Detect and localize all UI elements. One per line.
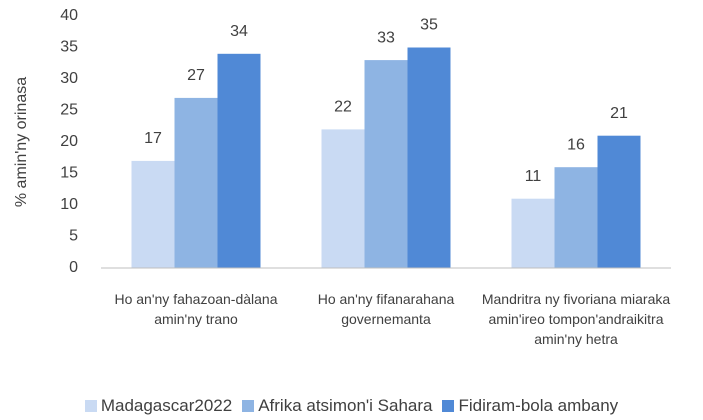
x-tick-label: Ho an'ny fifanarahana governemanta [317,291,455,327]
legend-item: Madagascar2022 [84,396,233,416]
bar [174,97,218,269]
data-label: 27 [187,67,205,84]
data-label: 33 [377,29,395,46]
y-tick-label: 30 [60,70,78,87]
bar [554,167,598,268]
bar [131,160,175,268]
y-tick-label: 25 [60,102,78,119]
legend-label: Afrika atsimon'i Sahara [258,396,433,415]
legend-item: Fidiram-bola ambany [442,396,618,416]
legend-swatch [242,400,255,412]
legend-label: Fidiram-bola ambany [458,396,619,415]
y-tick-label: 5 [69,228,78,245]
bar [511,198,555,268]
legend: Madagascar2022 Afrika atsimon'i Sahara Fid… [0,396,703,416]
legend-item: Afrika atsimon'i Sahara [242,396,432,416]
bar [217,53,261,268]
bar [407,47,451,268]
bar [321,129,365,268]
data-label: 35 [420,17,438,34]
data-label: 22 [334,99,352,116]
y-tick-label: 40 [60,7,78,24]
bar [364,60,408,268]
y-tick-label: 20 [60,133,78,150]
data-label: 21 [610,105,628,122]
y-tick-label: 0 [69,259,78,276]
y-tick-label: 35 [60,39,78,56]
y-tick-label: 10 [60,196,78,213]
y-axis-label: % amin'ny orinasa [13,77,30,207]
legend-swatch [84,400,97,412]
x-tick-label: Ho an'ny fahazoan-dàlana amin'ny trano [114,291,278,327]
data-label: 11 [525,168,542,185]
data-label: 17 [144,130,162,147]
data-label: 16 [567,136,585,153]
y-tick-label: 15 [60,165,78,182]
legend-label: Madagascar2022 [100,396,233,415]
data-label: 34 [230,23,248,40]
x-tick-label: Mandritra ny fivoriana miaraka amin'ireo… [481,291,671,347]
legend-swatch [442,400,455,412]
bar [597,135,641,268]
